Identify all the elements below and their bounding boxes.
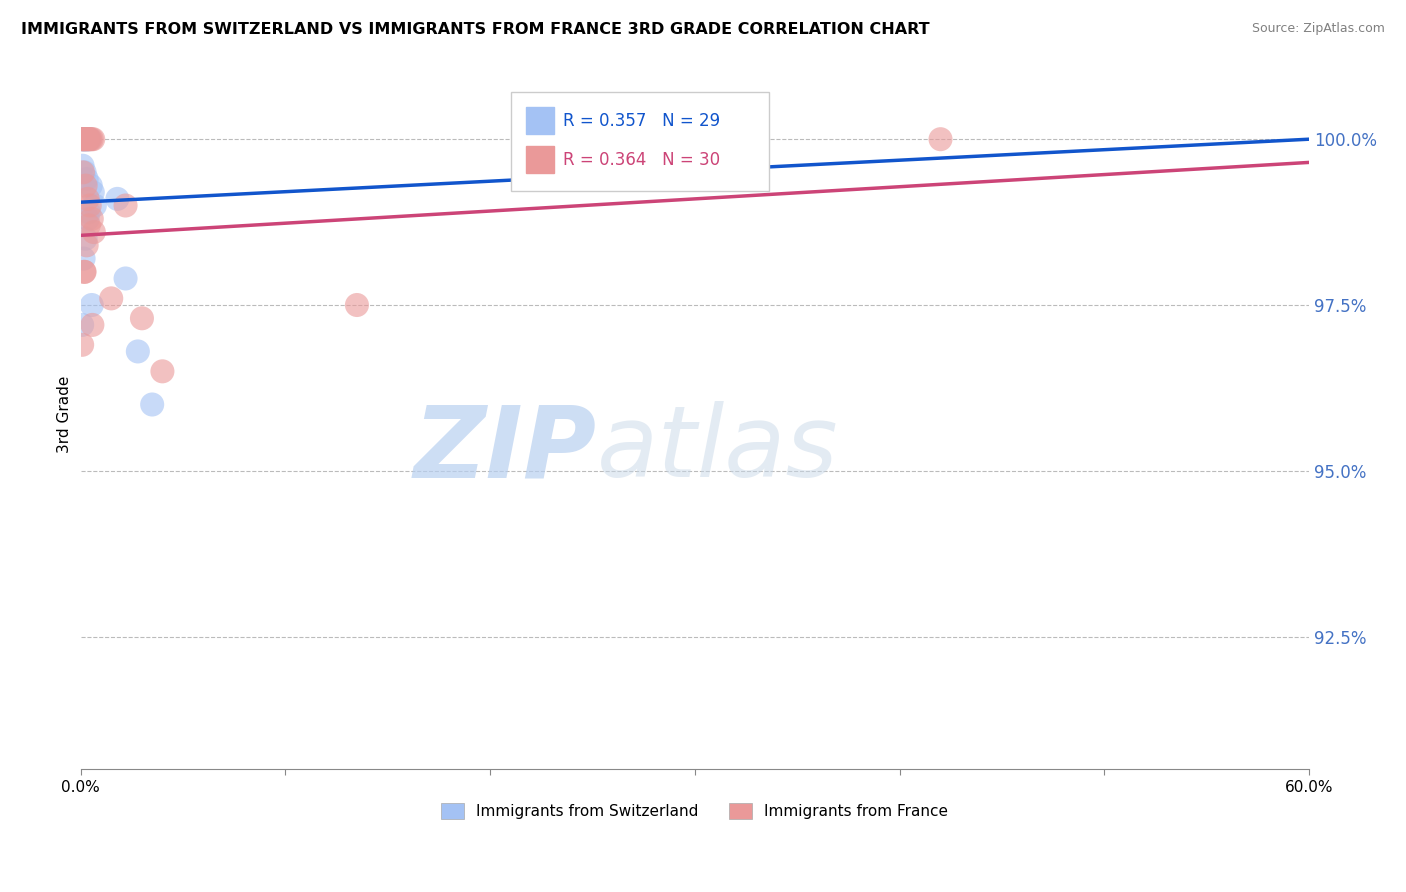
Point (73, 132, 96, 146)
Point (127, 344, 149, 359)
Point (73, 265, 96, 279)
Point (73, 132, 96, 146)
Point (70, 132, 93, 146)
Legend: Immigrants from Switzerland, Immigrants from France: Immigrants from Switzerland, Immigrants … (434, 797, 955, 825)
Point (114, 271, 136, 285)
FancyBboxPatch shape (526, 146, 554, 173)
Point (77, 205, 100, 219)
Point (100, 292, 122, 306)
Point (83, 198, 105, 212)
Point (72, 159, 94, 173)
Point (70, 338, 93, 352)
Point (70, 132, 93, 146)
Text: R = 0.364   N = 30: R = 0.364 N = 30 (564, 151, 720, 169)
Point (72, 132, 94, 146)
Text: Source: ZipAtlas.com: Source: ZipAtlas.com (1251, 22, 1385, 36)
Point (72, 132, 94, 146)
FancyBboxPatch shape (526, 107, 554, 134)
Point (77, 132, 100, 146)
Point (76, 172, 98, 186)
Point (105, 192, 128, 206)
Point (77, 219, 100, 233)
Point (152, 364, 174, 378)
Point (73, 165, 96, 179)
Point (79, 132, 101, 146)
Point (75, 132, 97, 146)
Point (82, 318, 104, 332)
Text: R = 0.357   N = 29: R = 0.357 N = 29 (564, 112, 720, 129)
Point (76, 132, 98, 146)
Point (75, 132, 97, 146)
Point (76, 132, 98, 146)
Point (73, 265, 96, 279)
Point (346, 298, 368, 312)
Point (131, 311, 153, 326)
Point (73, 132, 96, 146)
Point (76, 192, 98, 206)
Point (77, 132, 100, 146)
Y-axis label: 3rd Grade: 3rd Grade (58, 376, 72, 453)
Point (75, 132, 97, 146)
Point (80, 211, 103, 226)
Point (79, 132, 101, 146)
Point (114, 198, 136, 212)
Point (80, 298, 103, 312)
Point (72, 165, 94, 179)
Point (77, 132, 100, 146)
Point (80, 178, 103, 193)
Text: IMMIGRANTS FROM SWITZERLAND VS IMMIGRANTS FROM FRANCE 3RD GRADE CORRELATION CHAR: IMMIGRANTS FROM SWITZERLAND VS IMMIGRANT… (21, 22, 929, 37)
Point (82, 186, 104, 200)
Point (76, 238, 98, 252)
Point (82, 132, 104, 146)
Point (73, 132, 96, 146)
Point (76, 211, 98, 226)
Point (72, 252, 94, 266)
Point (929, 132, 952, 146)
Point (72, 132, 94, 146)
Point (80, 132, 103, 146)
Point (76, 132, 98, 146)
Point (75, 232, 97, 246)
Point (643, 132, 665, 146)
Text: ZIP: ZIP (413, 401, 596, 499)
FancyBboxPatch shape (510, 92, 769, 191)
Point (75, 178, 97, 193)
Point (72, 132, 94, 146)
Point (79, 198, 101, 212)
Point (70, 132, 93, 146)
Point (141, 397, 163, 411)
Point (83, 225, 105, 239)
Point (70, 318, 93, 332)
Text: atlas: atlas (596, 401, 838, 499)
